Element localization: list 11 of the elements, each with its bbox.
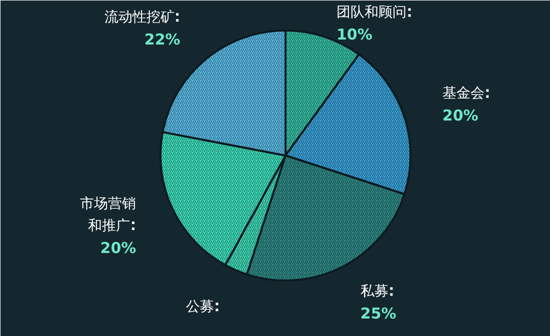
slice-label: 市场营销和推广 [80,196,136,234]
slice-label: 基金会 [442,86,484,102]
data-label: 20% [442,106,478,125]
data-label: 20% [100,238,136,257]
data-label: 22% [144,30,180,48]
slice-label: 团队和顾问 [336,4,406,20]
data-label: 25% [360,304,396,323]
slice-label: 私募 [360,284,388,300]
data-label: 10% [336,26,372,44]
slice-label: 流动性挖矿 [104,9,174,26]
slice-label: 公募 [186,298,214,315]
